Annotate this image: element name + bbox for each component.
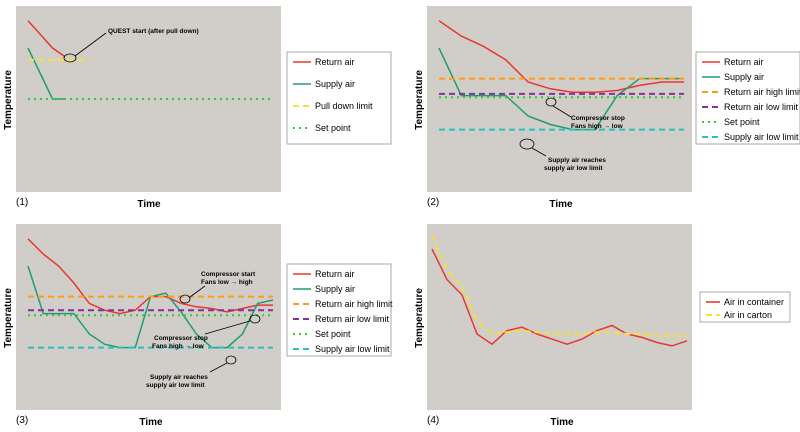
panel-4: Air in container Air in carton Time Tempe… bbox=[414, 224, 791, 428]
series-line-air-in-container bbox=[431, 248, 688, 347]
callout-ellipse bbox=[179, 294, 191, 304]
plot-area bbox=[427, 224, 692, 410]
panel-label: (4) bbox=[427, 415, 439, 426]
legend-label-supply-air-low-limit: Supply air low limit bbox=[724, 132, 799, 142]
series-line-return-air bbox=[27, 20, 66, 58]
legend-box bbox=[699, 291, 791, 323]
legend-label-pull-down-limit: Pull down limit bbox=[315, 101, 373, 111]
annotation-supply-low-limit: supply air low limit bbox=[544, 165, 603, 172]
annotation-compressor-stop: Compressor stop bbox=[571, 115, 625, 122]
annotation-compressor-stop: Compressor stop bbox=[154, 335, 208, 342]
callout-arrow bbox=[74, 32, 107, 57]
legend-label-return-air: Return air bbox=[724, 57, 764, 67]
y-axis-label: Temperature bbox=[414, 70, 425, 130]
panel-2: Return air Supply air Return air high limi… bbox=[414, 6, 800, 210]
x-axis-label: Time bbox=[549, 199, 573, 210]
callout-arrow bbox=[552, 105, 572, 118]
legend-box bbox=[286, 263, 392, 357]
panel-3: Return air Supply air Return air high limi… bbox=[3, 224, 393, 428]
x-axis-label: Time bbox=[137, 199, 161, 210]
legend-label-air-in-container: Air in container bbox=[724, 297, 784, 307]
annotation-supply-low-limit: supply air low limit bbox=[146, 382, 205, 389]
legend-label-set-point: Set point bbox=[724, 117, 760, 127]
legend-label-supply-air: Supply air bbox=[724, 72, 764, 82]
legend-label-set-point: Set point bbox=[315, 329, 351, 339]
callout-ellipse bbox=[225, 355, 237, 365]
legend-label-supply-air-low-limit: Supply air low limit bbox=[315, 344, 390, 354]
annotation-fans-high-low: Fans high → low bbox=[571, 123, 624, 130]
annotation-fans-high-low: Fans high → low bbox=[152, 343, 205, 350]
legend-label-return-air: Return air bbox=[315, 269, 355, 279]
annotation-quest-start: QUEST start (after pull down) bbox=[108, 28, 199, 35]
callout-arrow bbox=[204, 320, 251, 335]
series-line-air-in-carton bbox=[431, 234, 687, 337]
legend-label-supply-air: Supply air bbox=[315, 79, 355, 89]
plot-area bbox=[427, 6, 692, 192]
annotation-compressor-start: Compressor start bbox=[201, 271, 256, 278]
x-axis-label: Time bbox=[550, 417, 574, 428]
y-axis-label: Temperature bbox=[3, 70, 14, 130]
annotations: Compressor stop Fans high → low Supply a… bbox=[519, 97, 625, 172]
panel-label: (1) bbox=[16, 197, 28, 208]
panel-label: (3) bbox=[16, 415, 28, 426]
annotation-supply-reaches: Supply air reaches bbox=[150, 374, 208, 381]
annotation-fans-low-high: Fans low → high bbox=[201, 279, 253, 286]
callout-arrow bbox=[209, 362, 228, 373]
y-axis-label: Temperature bbox=[3, 288, 14, 348]
panel-label: (2) bbox=[427, 197, 439, 208]
panel-1: Return air Supply air Pull down limit Set p… bbox=[3, 6, 392, 210]
legend-box bbox=[695, 51, 800, 145]
x-axis-label: Time bbox=[139, 417, 163, 428]
legend-label-return-air: Return air bbox=[315, 57, 355, 67]
legend-box bbox=[286, 51, 392, 145]
legend-label-return-air-low-limit: Return air low limit bbox=[724, 102, 799, 112]
callout-ellipse bbox=[63, 53, 77, 63]
callout-ellipse bbox=[545, 97, 557, 107]
annotations: Compressor start Fans low → high Compres… bbox=[146, 271, 261, 389]
legend-label-return-air-high-limit: Return air high limit bbox=[724, 87, 800, 97]
callout-arrow bbox=[531, 147, 547, 157]
legend-label-return-air-low-limit: Return air low limit bbox=[315, 314, 390, 324]
legend-label-air-in-carton: Air in carton bbox=[724, 310, 772, 320]
y-axis-label: Temperature bbox=[414, 288, 425, 348]
callout-ellipse bbox=[249, 314, 261, 324]
callout-ellipse bbox=[519, 138, 535, 150]
callout-arrow bbox=[189, 285, 206, 298]
series-line-return-air bbox=[438, 20, 684, 93]
annotation-supply-reaches: Supply air reaches bbox=[548, 157, 606, 164]
legend-label-supply-air: Supply air bbox=[315, 284, 355, 294]
legend-label-return-air-high-limit: Return air high limit bbox=[315, 299, 393, 309]
annotations: QUEST start (after pull down) bbox=[63, 28, 199, 63]
plot-area bbox=[16, 224, 281, 410]
legend-label-set-point: Set point bbox=[315, 123, 351, 133]
